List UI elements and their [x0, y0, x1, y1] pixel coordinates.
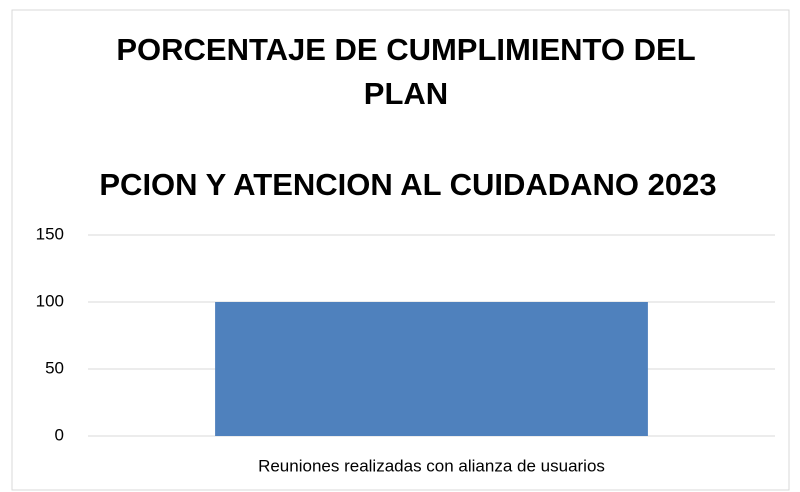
chart-title: PORCENTAJE DE CUMPLIMIENTO DEL — [116, 32, 695, 67]
x-tick-label: Reuniones realizadas con alianza de usua… — [258, 456, 605, 475]
chart-title: PLAN — [364, 76, 448, 111]
chart-title: PCION Y ATENCION AL CUIDADANO 2023 — [99, 167, 716, 202]
y-tick-label: 100 — [36, 291, 64, 310]
y-tick-label: 150 — [36, 224, 64, 243]
bar — [215, 302, 648, 436]
y-tick-label: 50 — [45, 358, 64, 377]
y-tick-label: 0 — [55, 425, 64, 444]
